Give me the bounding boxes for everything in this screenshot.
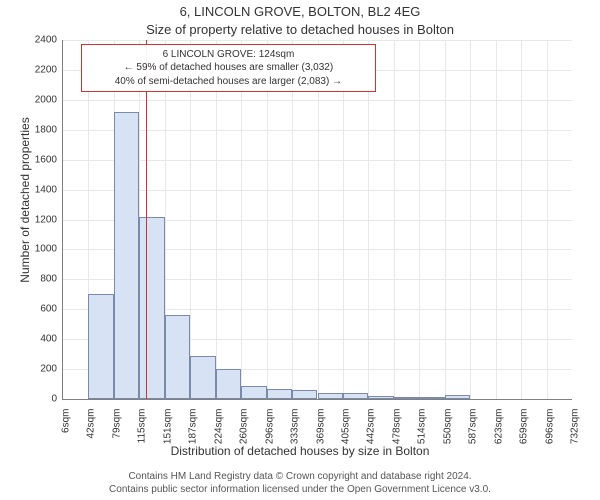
y-tick-label: 1600	[35, 154, 57, 165]
gridline-v	[318, 40, 319, 399]
chart-container: 6, LINCOLN GROVE, BOLTON, BL2 4EG Size o…	[0, 0, 600, 500]
gridline-v	[547, 40, 548, 399]
y-tick-label: 2400	[35, 35, 57, 46]
gridline-v	[368, 40, 369, 399]
gridline-v	[241, 40, 242, 399]
histogram-bar	[190, 356, 215, 399]
annotation-line-1: 6 LINCOLN GROVE: 124sqm	[88, 48, 369, 62]
gridline-v	[267, 40, 268, 399]
gridline-v	[419, 40, 420, 399]
histogram-bar	[88, 294, 113, 399]
histogram-bar	[165, 315, 190, 399]
y-tick-label: 2200	[35, 64, 57, 75]
gridline-v	[445, 40, 446, 399]
histogram-bar	[394, 397, 419, 399]
x-tick-label: 696sqm	[544, 409, 555, 445]
y-tick-label: 800	[40, 274, 57, 285]
footer-attribution: Contains HM Land Registry data © Crown c…	[0, 470, 600, 496]
histogram-bar	[292, 390, 317, 399]
y-axis-label-wrap: Number of detached properties	[12, 0, 24, 420]
x-tick-label: 442sqm	[366, 409, 377, 445]
y-tick-label: 2000	[35, 94, 57, 105]
x-tick-label: 260sqm	[239, 409, 250, 445]
y-tick-label: 1200	[35, 214, 57, 225]
annotation-box: 6 LINCOLN GROVE: 124sqm← 59% of detached…	[81, 44, 376, 93]
gridline-v	[343, 40, 344, 399]
y-tick-label: 1000	[35, 244, 57, 255]
plot-area: 0200400600800100012001400160018002000220…	[62, 40, 572, 400]
y-tick-label: 200	[40, 364, 57, 375]
histogram-bar	[216, 369, 241, 399]
gridline-v	[216, 40, 217, 399]
gridline-v	[496, 40, 497, 399]
x-axis-label: Distribution of detached houses by size …	[0, 444, 600, 458]
footer-line-1: Contains HM Land Registry data © Crown c…	[0, 470, 600, 483]
x-tick-label: 478sqm	[391, 409, 402, 445]
x-tick-label: 296sqm	[264, 409, 275, 445]
x-tick-label: 514sqm	[417, 409, 428, 445]
y-tick-label: 0	[51, 394, 57, 405]
x-tick-label: 224sqm	[213, 409, 224, 445]
x-tick-label: 587sqm	[468, 409, 479, 445]
gridline-v	[394, 40, 395, 399]
x-tick-label: 187sqm	[188, 409, 199, 445]
histogram-bar	[368, 396, 393, 399]
histogram-bar	[318, 393, 343, 399]
histogram-bar	[267, 389, 292, 399]
x-tick-label: 732sqm	[570, 409, 581, 445]
chart-title: 6, LINCOLN GROVE, BOLTON, BL2 4EG	[0, 4, 600, 19]
gridline-v	[190, 40, 191, 399]
x-tick-label: 115sqm	[137, 409, 148, 444]
histogram-bar	[343, 393, 368, 399]
gridline-v	[470, 40, 471, 399]
x-tick-label: 405sqm	[340, 409, 351, 445]
histogram-bar	[419, 397, 444, 399]
x-tick-label: 550sqm	[442, 409, 453, 445]
reference-line	[146, 40, 147, 399]
histogram-bar	[445, 395, 470, 399]
histogram-bar	[241, 386, 266, 399]
y-tick-label: 1400	[35, 184, 57, 195]
y-tick-label: 400	[40, 334, 57, 345]
x-tick-label: 369sqm	[315, 409, 326, 445]
y-tick-label: 600	[40, 304, 57, 315]
annotation-line-2: ← 59% of detached houses are smaller (3,…	[88, 61, 369, 75]
gridline-v	[521, 40, 522, 399]
x-tick-label: 42sqm	[86, 409, 97, 439]
x-tick-label: 333sqm	[290, 409, 301, 445]
x-tick-label: 151sqm	[162, 409, 173, 445]
y-tick-label: 1800	[35, 124, 57, 135]
x-tick-label: 6sqm	[61, 409, 72, 433]
x-tick-label: 79sqm	[111, 409, 122, 439]
gridline-v	[292, 40, 293, 399]
x-tick-label: 659sqm	[519, 409, 530, 445]
histogram-bar	[114, 112, 139, 399]
footer-line-2: Contains public sector information licen…	[0, 483, 600, 496]
histogram-bar	[139, 217, 164, 399]
x-tick-label: 623sqm	[493, 409, 504, 445]
chart-subtitle: Size of property relative to detached ho…	[0, 22, 600, 37]
y-axis-label: Number of detached properties	[18, 20, 32, 380]
annotation-line-3: 40% of semi-detached houses are larger (…	[88, 75, 369, 89]
